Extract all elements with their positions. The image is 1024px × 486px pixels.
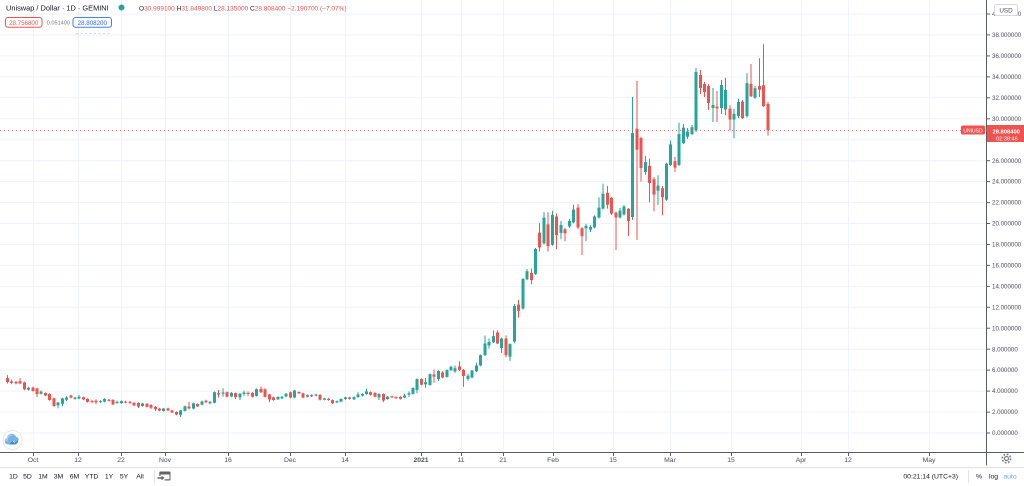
svg-text:02:38:46: 02:38:46: [996, 136, 1018, 142]
svg-text:28.756800: 28.756800: [9, 20, 39, 27]
svg-text:16.000000: 16.000000: [992, 263, 1022, 270]
svg-text:30.000000: 30.000000: [992, 116, 1022, 123]
svg-text:UNIUSD: UNIUSD: [963, 128, 983, 134]
svg-text:21: 21: [499, 457, 507, 464]
svg-text:All: All: [136, 473, 144, 480]
svg-text:auto: auto: [1003, 473, 1016, 480]
svg-text:10.000000: 10.000000: [992, 325, 1022, 332]
svg-text:Feb: Feb: [547, 457, 559, 464]
svg-text:22.000000: 22.000000: [992, 200, 1022, 207]
svg-text:22: 22: [117, 457, 125, 464]
svg-text:12: 12: [844, 457, 852, 464]
svg-text:2.000000: 2.000000: [992, 409, 1018, 416]
svg-text:28.808200: 28.808200: [78, 20, 108, 27]
svg-text:Oct: Oct: [28, 457, 39, 464]
svg-text:12.000000: 12.000000: [992, 304, 1022, 311]
svg-text:3M: 3M: [54, 473, 64, 480]
svg-text:2021: 2021: [413, 457, 428, 464]
svg-text:1D: 1D: [9, 473, 18, 480]
svg-text:8.000000: 8.000000: [992, 346, 1018, 353]
svg-text:6.000000: 6.000000: [992, 367, 1018, 374]
svg-text:YTD: YTD: [85, 473, 99, 480]
svg-text:16: 16: [224, 457, 232, 464]
svg-text:26.000000: 26.000000: [992, 158, 1022, 165]
svg-text:11: 11: [457, 457, 464, 464]
svg-text:32.000000: 32.000000: [992, 95, 1022, 102]
svg-text:28.808400: 28.808400: [993, 130, 1020, 136]
svg-text:Apr: Apr: [796, 457, 807, 464]
svg-text:USD: USD: [999, 8, 1013, 15]
svg-text:5D: 5D: [23, 473, 32, 480]
svg-text:4.000000: 4.000000: [992, 388, 1018, 395]
svg-text:Mar: Mar: [664, 457, 676, 464]
svg-text:1Y: 1Y: [105, 473, 114, 480]
svg-text:14: 14: [341, 457, 349, 464]
svg-text:May: May: [923, 457, 936, 464]
svg-text:%: %: [976, 473, 982, 480]
svg-text:12: 12: [74, 457, 82, 464]
svg-text:20.000000: 20.000000: [992, 221, 1022, 228]
svg-text:36.000000: 36.000000: [992, 53, 1022, 60]
svg-text:0.000000: 0.000000: [992, 430, 1018, 437]
svg-text:Dec: Dec: [284, 457, 297, 464]
svg-text:24.000000: 24.000000: [992, 179, 1022, 186]
svg-text:18.000000: 18.000000: [992, 242, 1022, 249]
svg-text:0.051400: 0.051400: [47, 21, 70, 27]
svg-text:14.000000: 14.000000: [992, 284, 1022, 291]
svg-text:34.000000: 34.000000: [992, 74, 1022, 81]
svg-text:15: 15: [727, 457, 735, 464]
svg-text:Uniswap / Dollar · 1D · GEMINI: Uniswap / Dollar · 1D · GEMINI: [6, 4, 109, 13]
svg-text:log: log: [989, 473, 998, 480]
svg-text:38.000000: 38.000000: [992, 32, 1022, 39]
svg-text:00:21:14 (UTC+3): 00:21:14 (UTC+3): [903, 473, 958, 480]
svg-text:O30.999100 H31.849800 L28.1350: O30.999100 H31.849800 L28.135000 C28.808…: [139, 5, 347, 12]
svg-text:15: 15: [609, 457, 617, 464]
svg-text:5Y: 5Y: [120, 473, 129, 480]
svg-text:1M: 1M: [38, 473, 48, 480]
svg-text:Nov: Nov: [159, 457, 172, 464]
svg-text:6M: 6M: [70, 473, 80, 480]
